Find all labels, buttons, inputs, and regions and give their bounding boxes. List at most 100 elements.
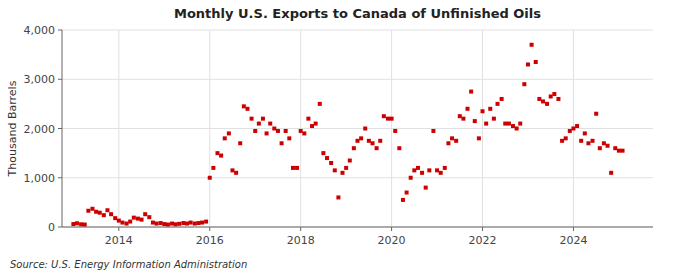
point bbox=[598, 146, 602, 150]
point bbox=[272, 127, 276, 131]
point bbox=[325, 156, 329, 160]
point bbox=[193, 222, 197, 226]
point bbox=[511, 124, 515, 128]
x-tick bbox=[209, 227, 210, 231]
point bbox=[575, 124, 579, 128]
point bbox=[401, 198, 405, 202]
y-tick-label: 2,000 bbox=[24, 123, 56, 136]
point bbox=[473, 119, 477, 123]
point bbox=[530, 43, 534, 47]
point bbox=[162, 222, 166, 226]
point bbox=[386, 117, 390, 121]
point bbox=[477, 136, 481, 140]
point bbox=[427, 168, 431, 172]
point bbox=[481, 109, 485, 113]
x-grid-line bbox=[118, 30, 119, 227]
point bbox=[211, 166, 215, 170]
point bbox=[284, 129, 288, 133]
point bbox=[83, 223, 87, 227]
point bbox=[541, 99, 545, 103]
point bbox=[105, 208, 109, 212]
point bbox=[306, 117, 310, 121]
point bbox=[518, 122, 522, 126]
point bbox=[280, 141, 284, 145]
x-tick bbox=[573, 227, 574, 231]
point bbox=[488, 107, 492, 111]
point bbox=[257, 122, 261, 126]
point bbox=[242, 104, 246, 108]
point bbox=[363, 127, 367, 131]
point bbox=[356, 139, 360, 143]
point bbox=[117, 219, 121, 223]
point bbox=[617, 149, 621, 153]
point bbox=[500, 97, 504, 101]
point bbox=[291, 166, 295, 170]
point bbox=[454, 139, 458, 143]
point bbox=[132, 216, 136, 220]
point bbox=[299, 129, 303, 133]
point bbox=[185, 222, 189, 226]
point bbox=[302, 131, 306, 135]
point bbox=[204, 220, 208, 224]
x-tick bbox=[482, 227, 483, 231]
point bbox=[393, 129, 397, 133]
point bbox=[367, 139, 371, 143]
x-tick-label: 2016 bbox=[196, 234, 224, 247]
point bbox=[446, 141, 450, 145]
point bbox=[250, 117, 254, 121]
point bbox=[265, 131, 269, 135]
point bbox=[151, 221, 155, 225]
point bbox=[435, 168, 439, 172]
y-grid-line bbox=[62, 227, 653, 228]
point bbox=[378, 139, 382, 143]
point bbox=[90, 207, 94, 211]
y-tick bbox=[58, 128, 62, 129]
point bbox=[579, 139, 583, 143]
point bbox=[227, 131, 231, 135]
chart: Monthly U.S. Exports to Canada of Unfini… bbox=[0, 0, 675, 275]
point bbox=[208, 176, 212, 180]
point bbox=[125, 222, 129, 226]
y-tick-label: 3,000 bbox=[24, 73, 56, 86]
point bbox=[613, 146, 617, 150]
title: Monthly U.S. Exports to Canada of Unfini… bbox=[174, 6, 541, 21]
point bbox=[397, 146, 401, 150]
point bbox=[549, 94, 553, 98]
point bbox=[276, 129, 280, 133]
point bbox=[344, 166, 348, 170]
point bbox=[310, 124, 314, 128]
point bbox=[155, 222, 159, 226]
y-axis-line bbox=[62, 30, 63, 227]
point bbox=[94, 210, 98, 214]
point bbox=[439, 171, 443, 175]
point bbox=[174, 222, 178, 226]
page: {"chart_data": { "type": "scatter", "tit… bbox=[0, 0, 675, 275]
point bbox=[461, 117, 465, 121]
point bbox=[450, 136, 454, 140]
point bbox=[431, 129, 435, 133]
point bbox=[140, 218, 144, 222]
point bbox=[484, 122, 488, 126]
point bbox=[196, 221, 200, 225]
point bbox=[375, 146, 379, 150]
point bbox=[583, 131, 587, 135]
point bbox=[181, 221, 185, 225]
source-note: Source: U.S. Energy Information Administ… bbox=[10, 259, 247, 270]
y-tick bbox=[58, 177, 62, 178]
point bbox=[556, 97, 560, 101]
point bbox=[621, 149, 625, 153]
point bbox=[409, 176, 413, 180]
point bbox=[424, 186, 428, 190]
point bbox=[215, 151, 219, 155]
point bbox=[382, 114, 386, 118]
point bbox=[159, 221, 163, 225]
point bbox=[496, 102, 500, 106]
point bbox=[340, 171, 344, 175]
point bbox=[609, 171, 613, 175]
point bbox=[545, 102, 549, 106]
point bbox=[166, 223, 170, 227]
point bbox=[219, 154, 223, 158]
point bbox=[287, 136, 291, 140]
point bbox=[238, 141, 242, 145]
point bbox=[314, 122, 318, 126]
